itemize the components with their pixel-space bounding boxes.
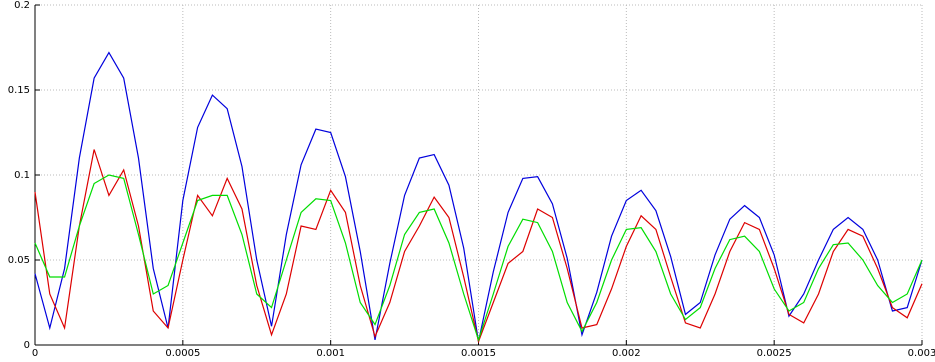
- y-tick-label: 0.15: [8, 85, 30, 96]
- y-tick-label: 0: [24, 340, 30, 351]
- x-tick-label: 0.002: [612, 348, 641, 359]
- y-tick-label: 0.2: [14, 0, 30, 11]
- y-tick-label: 0.05: [8, 255, 30, 266]
- line-series: [34, 174, 923, 342]
- x-tick-label: 0.0015: [461, 348, 496, 359]
- x-tick-label: 0.0025: [757, 348, 792, 359]
- y-tick-label: 0.1: [14, 170, 30, 181]
- x-tick-label: 0.001: [316, 348, 345, 359]
- x-tick-label: 0.003: [908, 348, 935, 359]
- x-tick-label: 0: [32, 348, 38, 359]
- x-tick-label: 0.0005: [165, 348, 200, 359]
